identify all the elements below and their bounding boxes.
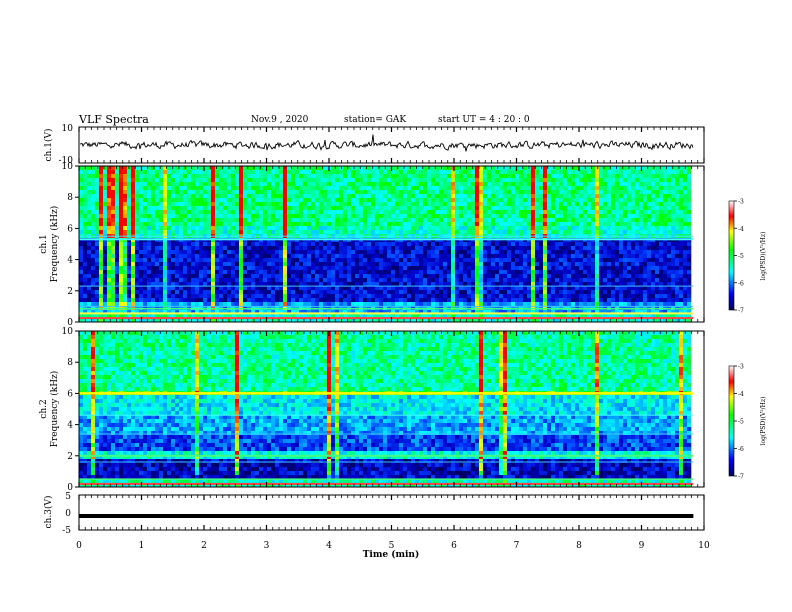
time-tick-label: 9 [639, 541, 645, 551]
ch2-colorbar-gradient [728, 365, 735, 477]
spec-ytick-label: 10 [62, 327, 74, 337]
ch1-colorbar: -3 -4 -5 -6 -7 log(PSD)(V²/Hz) [728, 199, 767, 315]
colorbar-tick-label: -7 [738, 308, 744, 315]
ch3-trace-panel: 5 0 -5 ch.3(V) [43, 492, 705, 536]
time-tick-label: 1 [139, 541, 145, 551]
ch1-spectrogram-image [79, 166, 694, 323]
time-tick-label: 5 [389, 541, 395, 551]
ch3-trace-frame [78, 494, 705, 531]
ch1-colorbar-gradient [728, 200, 735, 311]
ch3-ytick-5: 5 [65, 492, 71, 502]
colorbar-tick-label: -5 [738, 253, 744, 260]
time-tick-label: 3 [264, 541, 270, 551]
time-tick-label: 7 [514, 541, 520, 551]
ch1-ytick-neg10: -10 [59, 156, 74, 166]
ch2-colorbar: -3 -4 -5 -6 -7 log(PSD)(V²/Hz) [728, 364, 767, 481]
time-tick-label: 10 [698, 541, 710, 551]
time-tick-marks [78, 127, 705, 530]
ch1-spectrogram-panel: 0 2 4 6 8 10 ch.1 Frequency (kHz) [39, 162, 705, 328]
ch3-trace-ylabel: ch.3(V) [43, 496, 54, 529]
figure-title: VLF Spectra [79, 113, 149, 126]
spec-ytick-label: 2 [67, 452, 73, 462]
spec-ytick-label: 0 [67, 318, 73, 328]
colorbar-tick-label: -7 [738, 474, 744, 481]
date-label: Nov.9 , 2020 [251, 115, 309, 125]
ch3-ytick-neg5: -5 [62, 526, 71, 536]
colorbar-tick-label: -5 [738, 419, 744, 426]
colorbar-tick-label: -4 [738, 391, 744, 398]
ch1-ytick-10: 10 [62, 124, 74, 134]
time-axis-label: Time (min) [363, 549, 420, 560]
spec-ytick-label: 4 [67, 421, 73, 431]
spec-ytick-label: 8 [67, 358, 73, 368]
time-tick-label: 0 [76, 541, 82, 551]
time-tick-label: 6 [451, 541, 457, 551]
ch2-spectrogram-image [79, 331, 694, 488]
spec-ytick-label: 10 [62, 162, 74, 172]
time-tick-label: 4 [326, 541, 332, 551]
spec-ytick-label: 6 [67, 389, 73, 399]
ch2-spectrogram-ylabel: Frequency (kHz) [49, 371, 60, 448]
spec-ytick-label: 8 [67, 193, 73, 203]
time-tick-label: 2 [201, 541, 207, 551]
ch1-spectrogram-ylabel: Frequency (kHz) [49, 206, 60, 283]
colorbar-tick-label: -6 [738, 446, 744, 453]
spec-ytick-label: 2 [67, 287, 73, 297]
spec-ytick-label: 6 [67, 224, 73, 234]
ch2-spectrogram-channel-label: ch.2 [39, 399, 49, 418]
spec-ytick-label: 0 [67, 483, 73, 493]
ch1-waveform-ylabel: ch.1(V) [43, 129, 54, 162]
colorbar-tick-label: -4 [738, 226, 744, 233]
ch1-colorbar-label: log(PSD)(V²/Hz) [760, 232, 767, 281]
station-label: station= GAK [344, 115, 407, 125]
spec-ytick-label: 4 [67, 256, 73, 266]
ch1-spectrogram-channel-label: ch.1 [39, 234, 49, 253]
colorbar-tick-label: -6 [738, 280, 744, 287]
colorbar-tick-label: -3 [738, 199, 744, 206]
start-time-label: start UT = 4 : 20 : 0 [438, 115, 530, 125]
time-tick-label: 8 [576, 541, 582, 551]
ch1-waveform-panel: 10 -10 ch.1(V) [43, 124, 705, 166]
ch2-colorbar-label: log(PSD)(V²/Hz) [760, 397, 767, 446]
time-axis-tick-labels: 0 1 2 3 4 5 6 7 8 9 10 [76, 541, 710, 551]
ch2-spectrogram-panel: 0 2 4 6 8 10 ch.2 Frequency (kHz) [39, 327, 705, 493]
colorbar-tick-label: -3 [738, 364, 744, 371]
ch3-ytick-0: 0 [65, 509, 71, 519]
ch1-waveform-line [79, 134, 694, 152]
